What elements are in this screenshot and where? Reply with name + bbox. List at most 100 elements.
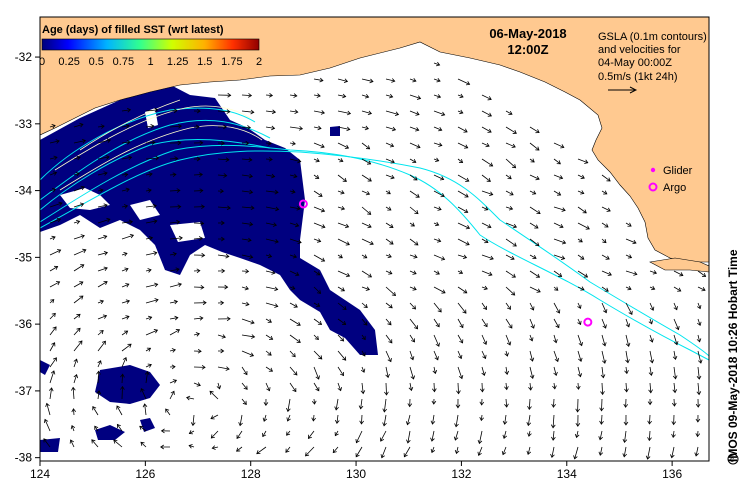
velocity-arrow [361, 190, 371, 196]
velocity-arrow [649, 285, 656, 291]
y-tick-label: -34 [15, 184, 33, 198]
velocity-arrow [601, 350, 607, 364]
velocity-arrow [217, 366, 230, 371]
velocity-arrow [457, 174, 470, 182]
velocity-arrow [73, 185, 85, 192]
velocity-arrow [116, 405, 123, 416]
velocity-arrow [121, 267, 129, 272]
velocity-arrow [455, 398, 461, 409]
velocity-arrow [553, 174, 564, 180]
velocity-arrow [647, 430, 652, 442]
velocity-arrow [313, 238, 322, 243]
velocity-arrow [355, 430, 363, 444]
velocity-arrow [169, 251, 177, 257]
velocity-arrow [481, 222, 492, 229]
velocity-arrow [457, 238, 470, 246]
velocity-arrow [360, 366, 366, 373]
colorbar-title: Age (days) of filled SST (wrt latest) [42, 24, 224, 36]
velocity-arrow [385, 253, 392, 259]
velocity-arrow [625, 334, 631, 347]
colorbar-tick-label: 1.25 [167, 56, 188, 68]
velocity-arrow [505, 110, 513, 116]
velocity-arrow [193, 364, 206, 370]
velocity-arrow [481, 190, 494, 196]
velocity-arrow [145, 235, 154, 241]
velocity-arrow [216, 382, 222, 390]
velocity-arrow [186, 395, 195, 401]
velocity-arrow [97, 217, 111, 224]
velocity-arrow [481, 254, 494, 261]
velocity-arrow [97, 340, 106, 352]
velocity-arrow [289, 126, 304, 131]
gsla-note-line2: and velocities for [598, 44, 681, 56]
colorbar-tick-label: 0.25 [58, 56, 79, 68]
velocity-arrow [71, 408, 77, 416]
velocity-arrow [313, 270, 321, 276]
velocity-arrow [91, 439, 99, 448]
velocity-arrow [193, 236, 204, 241]
velocity-arrow [236, 446, 243, 452]
velocity-arrow [648, 318, 653, 325]
velocity-arrow [672, 350, 678, 361]
velocity-arrow [160, 444, 171, 450]
velocity-arrow [45, 402, 51, 416]
velocity-arrow [477, 430, 483, 445]
colorbar-tick-label: 2 [256, 56, 262, 68]
velocity-arrow [49, 281, 61, 288]
velocity-arrow [409, 222, 415, 227]
velocity-arrow [145, 107, 159, 113]
velocity-arrow [217, 268, 226, 274]
velocity-arrow [625, 286, 632, 291]
velocity-arrow [695, 414, 701, 423]
velocity-arrow [337, 158, 344, 163]
velocity-arrow [217, 205, 231, 211]
velocity-arrow [49, 370, 56, 384]
velocity-arrow [505, 190, 514, 196]
velocity-arrow [169, 329, 181, 336]
velocity-arrow [624, 382, 629, 393]
velocity-arrow [313, 110, 326, 115]
velocity-arrow [625, 238, 637, 245]
velocity-arrow [337, 382, 342, 392]
velocity-arrow [409, 318, 419, 330]
velocity-arrow [193, 188, 204, 194]
copyright-c: c [730, 455, 734, 464]
velocity-arrow [313, 206, 326, 213]
velocity-arrow [671, 430, 676, 439]
velocity-arrow [577, 286, 585, 291]
velocity-arrow [289, 285, 296, 290]
velocity-arrow [457, 350, 463, 360]
velocity-arrow [505, 126, 517, 134]
velocity-arrow [361, 254, 368, 259]
velocity-arrow [672, 382, 678, 394]
velocity-arrow [286, 430, 291, 436]
velocity-arrow [49, 187, 57, 193]
velocity-arrow [600, 382, 605, 396]
velocity-arrow [433, 270, 440, 275]
velocity-arrow [265, 286, 279, 292]
velocity-arrow [694, 446, 699, 457]
velocity-arrow [265, 302, 279, 308]
velocity-arrow [73, 171, 80, 177]
velocity-arrow [551, 430, 556, 441]
velocity-arrow [623, 414, 629, 426]
velocity-arrow [311, 414, 316, 422]
velocity-arrow [337, 366, 344, 377]
velocity-arrow [241, 318, 255, 325]
velocity-arrow [265, 189, 279, 195]
velocity-arrow [385, 334, 393, 344]
velocity-arrow [433, 174, 445, 181]
velocity-arrow [73, 234, 85, 240]
velocity-arrow [529, 142, 540, 151]
velocity-arrow [526, 414, 532, 427]
velocity-arrow [481, 238, 489, 244]
velocity-arrow [94, 425, 99, 432]
velocity-arrow [553, 318, 560, 329]
velocity-arrow [553, 222, 564, 229]
velocity-arrow [236, 430, 243, 440]
velocity-arrow [457, 190, 469, 198]
velocity-arrow [623, 398, 629, 408]
velocity-arrow [529, 254, 537, 260]
velocity-arrow [670, 446, 675, 459]
